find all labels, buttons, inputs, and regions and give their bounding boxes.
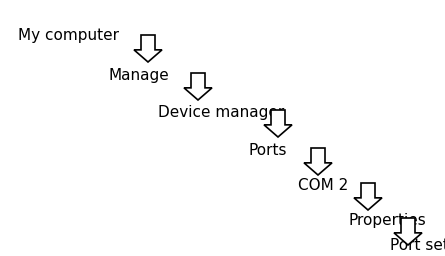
- Text: Port settings: Port settings: [390, 238, 445, 253]
- Text: Manage: Manage: [108, 68, 169, 83]
- Text: Ports: Ports: [248, 143, 287, 158]
- Text: Device manager: Device manager: [158, 105, 284, 120]
- Polygon shape: [264, 110, 292, 137]
- Polygon shape: [184, 73, 212, 100]
- Text: My computer: My computer: [18, 28, 119, 43]
- Text: COM 2: COM 2: [298, 178, 348, 193]
- Polygon shape: [304, 148, 332, 175]
- Polygon shape: [354, 183, 382, 210]
- Text: Properties: Properties: [348, 213, 426, 228]
- Polygon shape: [394, 218, 422, 245]
- Polygon shape: [134, 35, 162, 62]
